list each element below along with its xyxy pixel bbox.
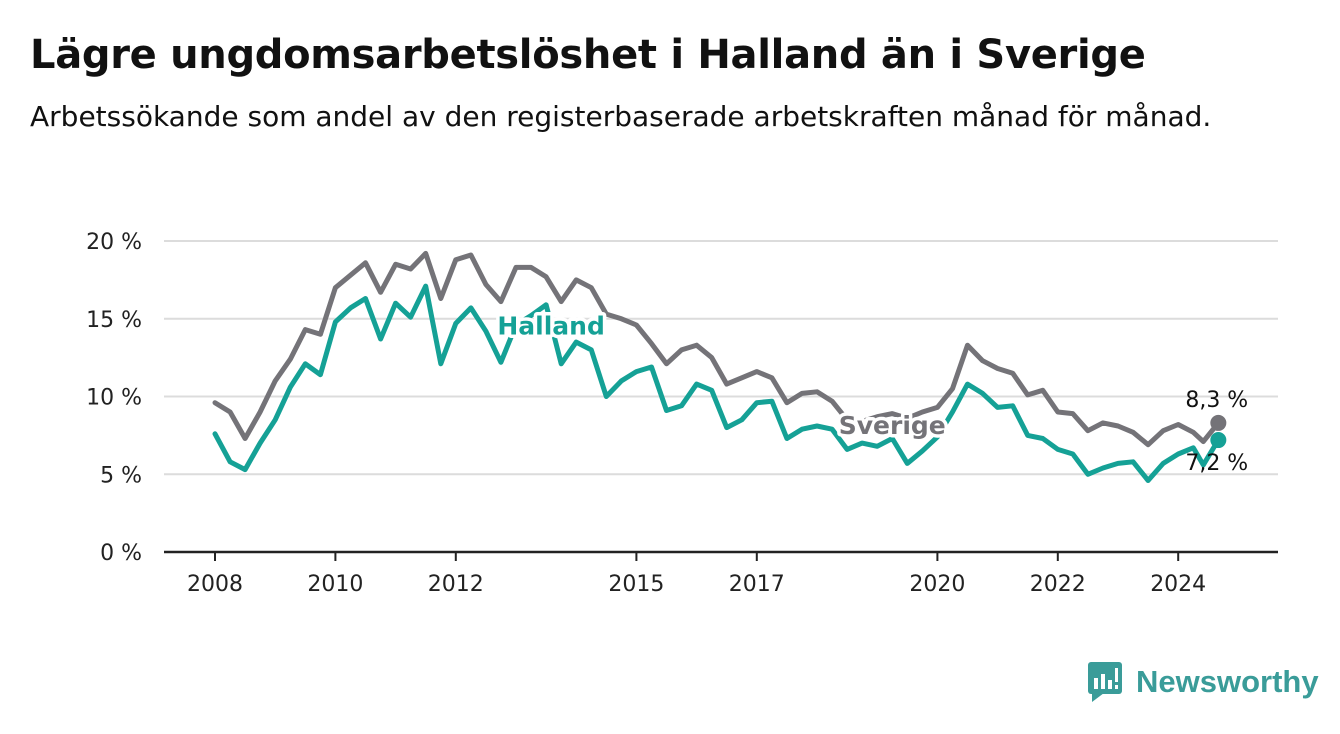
end-value-label-halland: 7,2 % xyxy=(1185,451,1248,476)
series-labels: 8,3 % 7,2 % Sverige Halland xyxy=(494,308,1248,476)
gridlines xyxy=(164,240,1278,554)
brand-logo: Newsworthy xyxy=(1088,660,1319,704)
x-tick-label: 2022 xyxy=(1030,572,1086,597)
x-tick-label: 2020 xyxy=(909,572,965,597)
chart-subtitle: Arbetssökande som andel av den registerb… xyxy=(30,100,1212,133)
y-tick-label: 15 % xyxy=(86,308,142,333)
brand-name: Newsworthy xyxy=(1136,664,1319,699)
x-tick-label: 2008 xyxy=(187,572,243,597)
series-line-halland xyxy=(212,283,1221,483)
x-axis-ticks: 2008 2010 2012 2015 2017 2020 2022 2024 xyxy=(187,552,1206,597)
series-line-sverige xyxy=(212,250,1221,448)
series-lines xyxy=(212,250,1227,483)
y-tick-label: 0 % xyxy=(100,541,142,566)
x-tick-label: 2012 xyxy=(428,572,484,597)
end-marker-halland xyxy=(1210,432,1227,449)
x-tick-label: 2015 xyxy=(608,572,664,597)
x-tick-label: 2010 xyxy=(307,572,363,597)
chart-title: Lägre ungdomsarbetslöshet i Halland än i… xyxy=(30,32,1146,78)
y-tick-label: 20 % xyxy=(86,230,142,255)
end-marker-sverige xyxy=(1210,414,1227,431)
newsworthy-logo-icon xyxy=(1088,662,1122,702)
y-axis-ticks: 0 % 5 % 10 % 15 % 20 % xyxy=(86,230,142,566)
y-tick-label: 5 % xyxy=(100,463,142,488)
x-tick-label: 2017 xyxy=(729,572,785,597)
series-label-halland: Halland xyxy=(497,311,605,340)
series-label-sverige: Sverige xyxy=(839,411,946,440)
y-tick-label: 10 % xyxy=(86,386,142,411)
end-value-label-sverige: 8,3 % xyxy=(1185,388,1248,413)
x-tick-label: 2024 xyxy=(1150,572,1206,597)
